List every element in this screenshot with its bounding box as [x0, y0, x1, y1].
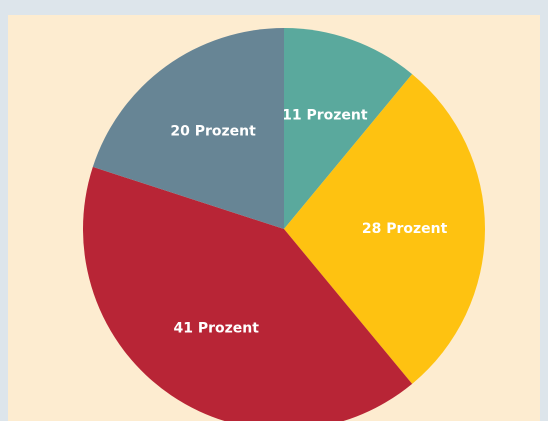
- pie-slice: [284, 28, 413, 229]
- slice-label: 11 Prozent: [282, 108, 368, 124]
- pie-slice: [83, 166, 413, 421]
- slice-label: 28 Prozent: [362, 221, 448, 237]
- pie-slice: [92, 28, 284, 229]
- slice-label: 41 Prozent: [173, 321, 259, 337]
- pie-slice: [284, 74, 485, 384]
- slice-label: 20 Prozent: [170, 123, 256, 139]
